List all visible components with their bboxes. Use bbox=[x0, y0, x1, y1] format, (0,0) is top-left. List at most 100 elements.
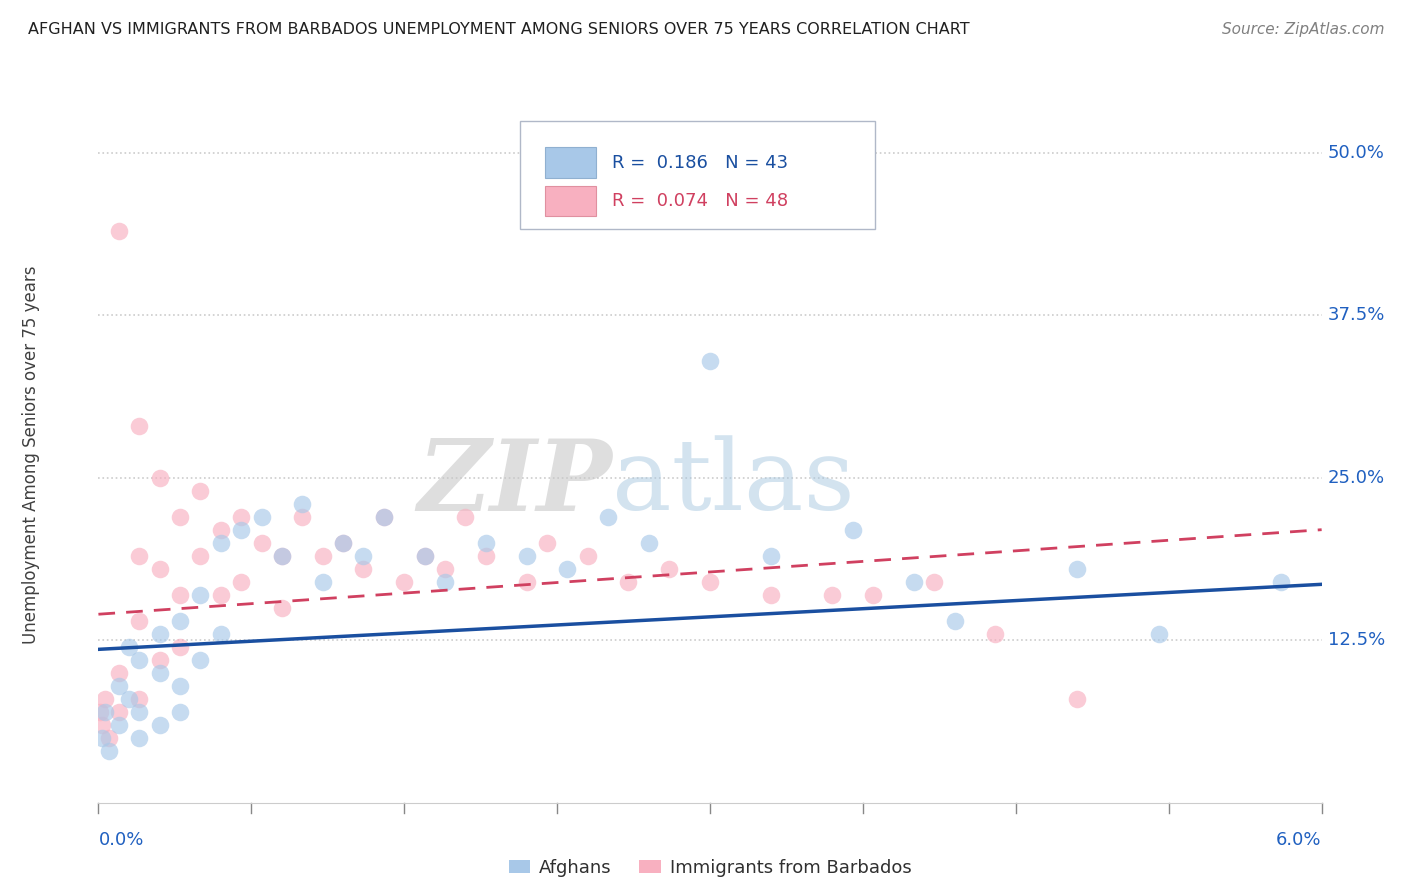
Point bbox=[97, 744, 120, 758]
Text: 12.5%: 12.5% bbox=[1327, 632, 1385, 649]
Point bbox=[118, 640, 141, 654]
Point bbox=[373, 509, 395, 524]
Text: 37.5%: 37.5% bbox=[1327, 306, 1385, 324]
Point bbox=[1147, 626, 1170, 640]
Point bbox=[943, 614, 966, 628]
Text: 50.0%: 50.0% bbox=[1327, 144, 1385, 161]
Point bbox=[250, 509, 273, 524]
Point bbox=[454, 509, 477, 524]
Point bbox=[209, 626, 232, 640]
Point bbox=[93, 705, 115, 719]
FancyBboxPatch shape bbox=[546, 186, 596, 216]
Point bbox=[291, 497, 314, 511]
Point bbox=[128, 549, 150, 563]
Point bbox=[598, 509, 620, 524]
Point bbox=[373, 509, 395, 524]
Point bbox=[1066, 691, 1088, 706]
Point bbox=[231, 509, 253, 524]
Point bbox=[149, 665, 172, 680]
Point bbox=[433, 574, 456, 589]
Point bbox=[250, 535, 273, 549]
Point bbox=[474, 535, 498, 549]
Legend: Afghans, Immigrants from Barbados: Afghans, Immigrants from Barbados bbox=[502, 852, 918, 884]
Point bbox=[862, 588, 884, 602]
Point bbox=[392, 574, 416, 589]
Point bbox=[169, 705, 191, 719]
Point bbox=[352, 562, 374, 576]
Point bbox=[188, 653, 212, 667]
Point bbox=[291, 509, 314, 524]
Point bbox=[617, 574, 640, 589]
Point bbox=[413, 549, 436, 563]
Text: 0.0%: 0.0% bbox=[98, 830, 143, 848]
Point bbox=[984, 626, 1007, 640]
Text: Source: ZipAtlas.com: Source: ZipAtlas.com bbox=[1222, 22, 1385, 37]
Point bbox=[231, 523, 253, 537]
Point bbox=[128, 731, 150, 745]
Text: AFGHAN VS IMMIGRANTS FROM BARBADOS UNEMPLOYMENT AMONG SENIORS OVER 75 YEARS CORR: AFGHAN VS IMMIGRANTS FROM BARBADOS UNEMP… bbox=[28, 22, 970, 37]
Point bbox=[516, 549, 538, 563]
Point bbox=[91, 718, 114, 732]
Text: 25.0%: 25.0% bbox=[1327, 468, 1385, 487]
Point bbox=[108, 705, 131, 719]
Point bbox=[149, 718, 172, 732]
Point bbox=[922, 574, 945, 589]
Text: R =  0.186   N = 43: R = 0.186 N = 43 bbox=[612, 153, 789, 171]
Point bbox=[169, 588, 191, 602]
Point bbox=[433, 562, 456, 576]
Point bbox=[108, 718, 131, 732]
Text: 6.0%: 6.0% bbox=[1277, 830, 1322, 848]
Point bbox=[1066, 562, 1088, 576]
Point bbox=[637, 535, 661, 549]
Point bbox=[149, 562, 172, 576]
Point bbox=[903, 574, 925, 589]
Point bbox=[149, 471, 172, 485]
Point bbox=[761, 588, 783, 602]
Point bbox=[169, 614, 191, 628]
Point bbox=[352, 549, 374, 563]
Point bbox=[128, 691, 150, 706]
Point bbox=[332, 535, 354, 549]
Point bbox=[821, 588, 844, 602]
Point bbox=[209, 523, 232, 537]
Point bbox=[270, 549, 292, 563]
Text: ZIP: ZIP bbox=[418, 434, 612, 531]
Point bbox=[93, 691, 115, 706]
Point bbox=[474, 549, 498, 563]
Point bbox=[149, 626, 172, 640]
Point bbox=[91, 731, 114, 745]
Text: atlas: atlas bbox=[612, 435, 855, 531]
Point bbox=[188, 549, 212, 563]
Point bbox=[209, 535, 232, 549]
Point bbox=[761, 549, 783, 563]
Point bbox=[108, 224, 131, 238]
Point bbox=[209, 588, 232, 602]
Point bbox=[536, 535, 558, 549]
Point bbox=[89, 705, 111, 719]
Point bbox=[169, 509, 191, 524]
Point bbox=[188, 588, 212, 602]
Point bbox=[658, 562, 681, 576]
Point bbox=[128, 705, 150, 719]
Point bbox=[332, 535, 354, 549]
Point bbox=[555, 562, 579, 576]
Text: R =  0.074   N = 48: R = 0.074 N = 48 bbox=[612, 192, 789, 210]
Point bbox=[231, 574, 253, 589]
Point bbox=[128, 418, 150, 433]
Point bbox=[188, 483, 212, 498]
Text: Unemployment Among Seniors over 75 years: Unemployment Among Seniors over 75 years bbox=[22, 266, 41, 644]
Point bbox=[841, 523, 863, 537]
Point bbox=[516, 574, 538, 589]
Point bbox=[699, 353, 721, 368]
Point bbox=[699, 574, 721, 589]
Point bbox=[169, 679, 191, 693]
Point bbox=[270, 600, 292, 615]
Point bbox=[108, 679, 131, 693]
Point bbox=[413, 549, 436, 563]
Point bbox=[169, 640, 191, 654]
FancyBboxPatch shape bbox=[520, 121, 875, 229]
Point bbox=[97, 731, 120, 745]
Point bbox=[128, 653, 150, 667]
Point bbox=[576, 549, 599, 563]
Point bbox=[108, 665, 131, 680]
